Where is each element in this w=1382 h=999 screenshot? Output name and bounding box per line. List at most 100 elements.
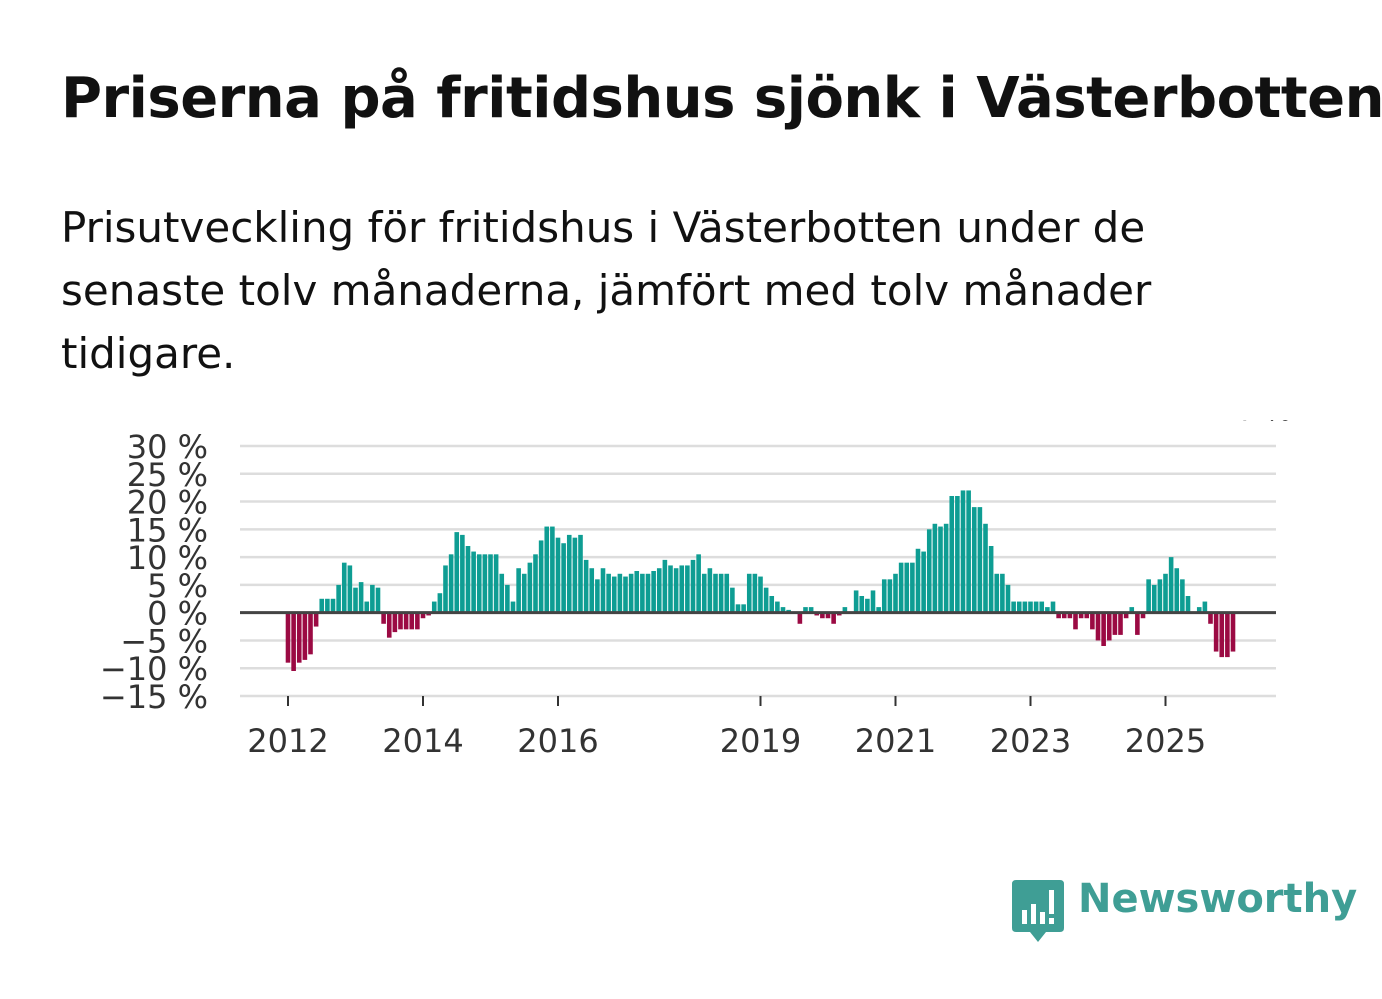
bar xyxy=(831,612,836,624)
bar xyxy=(1005,584,1011,613)
bar xyxy=(971,507,977,613)
bar xyxy=(1196,607,1202,613)
bar xyxy=(431,601,437,613)
bar xyxy=(325,598,330,613)
last-value-label: −7 % xyxy=(1215,420,1292,427)
bar xyxy=(853,590,859,613)
bar xyxy=(505,584,510,613)
bar xyxy=(865,598,870,613)
bar xyxy=(617,573,623,613)
bar xyxy=(915,548,921,613)
bar xyxy=(735,604,741,613)
bar xyxy=(291,612,296,671)
bar xyxy=(1129,607,1135,613)
bar xyxy=(1208,612,1213,624)
bar xyxy=(713,573,718,613)
bar xyxy=(493,554,499,613)
bar xyxy=(398,612,403,630)
bar-chart: 30 %25 %20 %15 %10 %5 %0 %−5 %−10 %−15 %… xyxy=(100,420,1292,760)
bar xyxy=(707,568,713,613)
bar xyxy=(960,490,966,613)
y-tick-label: 20 % xyxy=(127,484,208,522)
bar xyxy=(904,562,910,613)
bar xyxy=(685,565,690,613)
bar xyxy=(1067,612,1073,619)
bar xyxy=(285,612,291,663)
bar xyxy=(820,612,825,619)
bar xyxy=(628,573,634,613)
x-axis: 2012 2014 2016 2019 2021 2023 2025 xyxy=(247,696,1206,760)
bar xyxy=(690,559,696,613)
bar xyxy=(803,607,808,613)
bar xyxy=(1174,568,1180,613)
bar xyxy=(1168,557,1174,613)
bar xyxy=(476,554,482,613)
bar xyxy=(651,571,656,613)
bar xyxy=(1011,601,1016,613)
bar xyxy=(701,573,707,613)
bar xyxy=(724,573,730,613)
bar xyxy=(1095,612,1101,641)
bar xyxy=(1202,601,1208,613)
bar xyxy=(983,523,988,613)
bar xyxy=(460,534,465,613)
bar xyxy=(527,562,533,613)
chart-subtitle: Prisutveckling för fritidshus i Västerbo… xyxy=(61,203,1152,378)
bar xyxy=(341,562,347,613)
bar xyxy=(403,612,409,630)
newsworthy-logo: Newsworthy xyxy=(1010,872,1357,944)
bar xyxy=(634,571,640,613)
bar xyxy=(943,523,949,613)
bar xyxy=(1090,612,1095,630)
x-tick-label: 2012 xyxy=(247,722,328,760)
bar xyxy=(538,540,544,613)
bar xyxy=(645,573,651,613)
bar xyxy=(881,579,887,613)
bar xyxy=(420,612,426,619)
bar xyxy=(1078,612,1084,619)
bar xyxy=(482,554,488,613)
bar xyxy=(932,523,938,613)
bar xyxy=(1084,612,1090,619)
bar xyxy=(1157,579,1163,613)
bar xyxy=(1039,601,1045,613)
y-tick-label: −5 % xyxy=(120,622,208,660)
y-tick-label: −10 % xyxy=(100,650,208,688)
bar xyxy=(825,612,831,619)
bar xyxy=(1050,601,1056,613)
bar xyxy=(640,573,645,613)
bar xyxy=(994,573,1000,613)
x-tick-label: 2019 xyxy=(720,722,801,760)
bar xyxy=(746,573,752,613)
bar xyxy=(392,612,398,633)
bar xyxy=(454,532,460,613)
bar xyxy=(668,565,673,613)
bar xyxy=(988,546,994,613)
bar xyxy=(780,607,786,613)
bar xyxy=(550,526,555,613)
bar xyxy=(696,554,701,613)
bar xyxy=(1045,607,1050,613)
y-tick-label: 0 % xyxy=(147,595,208,633)
bar xyxy=(364,601,370,613)
bar xyxy=(775,601,780,613)
bar xyxy=(1056,612,1061,619)
bar xyxy=(898,562,904,613)
grid-lines xyxy=(240,444,1276,698)
brand-name: Newsworthy xyxy=(1078,876,1358,922)
bar xyxy=(409,612,415,630)
bar xyxy=(870,590,876,613)
bar xyxy=(572,537,578,613)
bar xyxy=(1219,612,1225,658)
bar xyxy=(926,529,932,613)
bar xyxy=(319,598,325,613)
bar xyxy=(808,607,814,613)
bar xyxy=(1180,579,1185,613)
bar xyxy=(1101,612,1106,646)
bar xyxy=(1135,612,1140,635)
annotations: −7 % xyxy=(1215,420,1292,427)
bar xyxy=(308,612,313,655)
bar xyxy=(544,526,550,613)
bar xyxy=(662,559,668,613)
bar xyxy=(797,612,803,624)
